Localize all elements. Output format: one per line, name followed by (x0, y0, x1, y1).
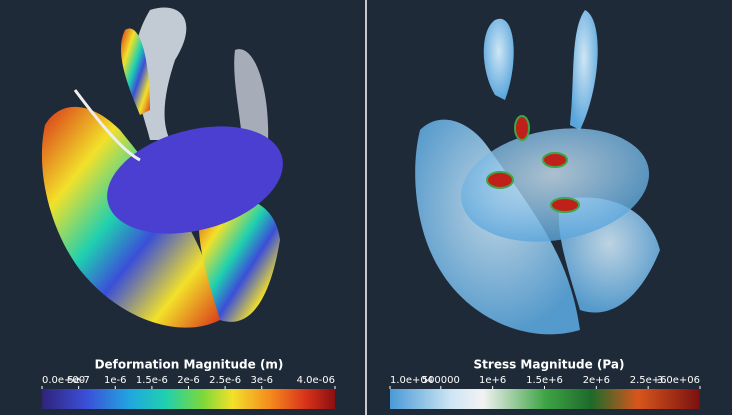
colorbar-tick-label: 2e+6 (583, 375, 610, 386)
stress-render (415, 10, 660, 335)
colorbar (390, 389, 700, 409)
colorbar-title: Stress Magnitude (Pa) (474, 358, 625, 372)
deformation-render (41, 7, 283, 328)
colorbar-tick-label: 3e-6 (251, 375, 274, 386)
colorbar-tick-label: 2e-6 (177, 375, 200, 386)
colorbar-tick-label: 4.0e-06 (297, 375, 335, 386)
colorbar-tick-label: 1e-6 (104, 375, 127, 386)
colorbar-tick-label: 0.0e+00 (42, 375, 85, 386)
colorbar (42, 389, 335, 409)
colorbar-tick-label: 1.5e+6 (526, 375, 563, 386)
colorbar-tick-label: 2.5e-6 (209, 375, 241, 386)
colorbar-tick-label: 1.0e+04 (390, 375, 433, 386)
colorbar-tick-label: 1.5e-6 (136, 375, 168, 386)
colorbar-tick-label: 2.5e+6 (630, 375, 667, 386)
colorbar-tick-label: 1e+6 (479, 375, 506, 386)
colorbar-title: Deformation Magnitude (m) (95, 358, 284, 372)
colorbar-tick-label: 500000 (422, 375, 460, 386)
colorbar-tick-label: 3.0e+06 (657, 375, 700, 386)
colorbar-tick-label: 5e-7 (67, 375, 90, 386)
